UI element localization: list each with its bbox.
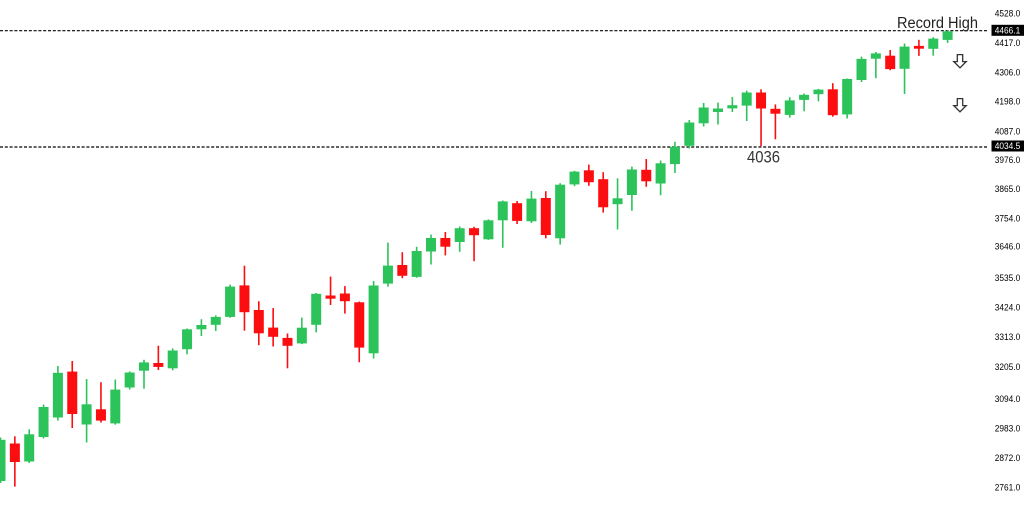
svg-text:3205.0: 3205.0: [995, 362, 1021, 372]
svg-text:3535.0: 3535.0: [995, 273, 1021, 283]
svg-text:3424.0: 3424.0: [995, 303, 1021, 313]
svg-text:Record High: Record High: [897, 15, 978, 32]
svg-text:4417.0: 4417.0: [995, 38, 1021, 48]
svg-text:3865.0: 3865.0: [995, 184, 1021, 194]
svg-text:4198.0: 4198.0: [995, 97, 1021, 107]
svg-text:2872.0: 2872.0: [995, 453, 1021, 463]
svg-text:4034.5: 4034.5: [995, 141, 1021, 151]
svg-text:2761.0: 2761.0: [995, 483, 1021, 493]
svg-text:3646.0: 3646.0: [995, 242, 1021, 252]
svg-text:2983.0: 2983.0: [995, 424, 1021, 434]
svg-text:4087.0: 4087.0: [995, 127, 1021, 137]
svg-text:3094.0: 3094.0: [995, 394, 1021, 404]
svg-text:3976.0: 3976.0: [995, 155, 1021, 165]
svg-text:3313.0: 3313.0: [995, 332, 1021, 342]
svg-text:4036: 4036: [747, 148, 780, 166]
svg-text:4466.1: 4466.1: [995, 25, 1021, 35]
svg-text:4306.0: 4306.0: [995, 68, 1021, 78]
svg-text:4528.0: 4528.0: [995, 8, 1021, 18]
svg-text:3754.0: 3754.0: [995, 214, 1021, 224]
